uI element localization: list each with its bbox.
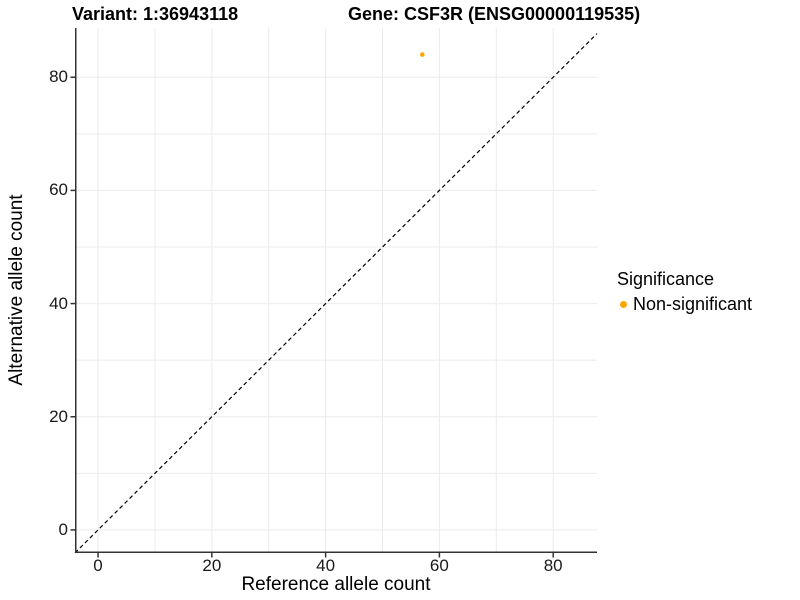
legend-item: Non-significant bbox=[617, 294, 752, 315]
y-tick-label: 20 bbox=[49, 406, 68, 426]
legend-title: Significance bbox=[617, 269, 715, 289]
x-tick-label: 20 bbox=[202, 556, 222, 575]
x-tick-label: 0 bbox=[93, 556, 103, 575]
variant-title: Variant: 1:36943118 bbox=[72, 4, 239, 24]
legend-point-icon bbox=[620, 301, 627, 308]
y-tick-label: 60 bbox=[49, 180, 68, 200]
y-tick-label: 40 bbox=[49, 293, 68, 313]
plot-svg bbox=[70, 28, 598, 558]
y-tick-label: 0 bbox=[58, 519, 68, 539]
x-tick-label: 40 bbox=[316, 556, 336, 575]
y-axis-title: Alternative allele count bbox=[6, 194, 27, 386]
legend-item-label: Non-significant bbox=[633, 294, 753, 314]
x-axis-title: Reference allele count bbox=[241, 574, 431, 595]
y-tick-label: 80 bbox=[49, 67, 68, 87]
data-point bbox=[420, 52, 425, 57]
plot-panel bbox=[70, 28, 598, 558]
gene-title: Gene: CSF3R (ENSG00000119535) bbox=[348, 4, 641, 24]
identity-line bbox=[74, 33, 598, 554]
legend: Significance Non-significant bbox=[617, 269, 752, 315]
x-tick-label: 60 bbox=[429, 556, 449, 575]
x-tick-label: 80 bbox=[543, 556, 563, 575]
